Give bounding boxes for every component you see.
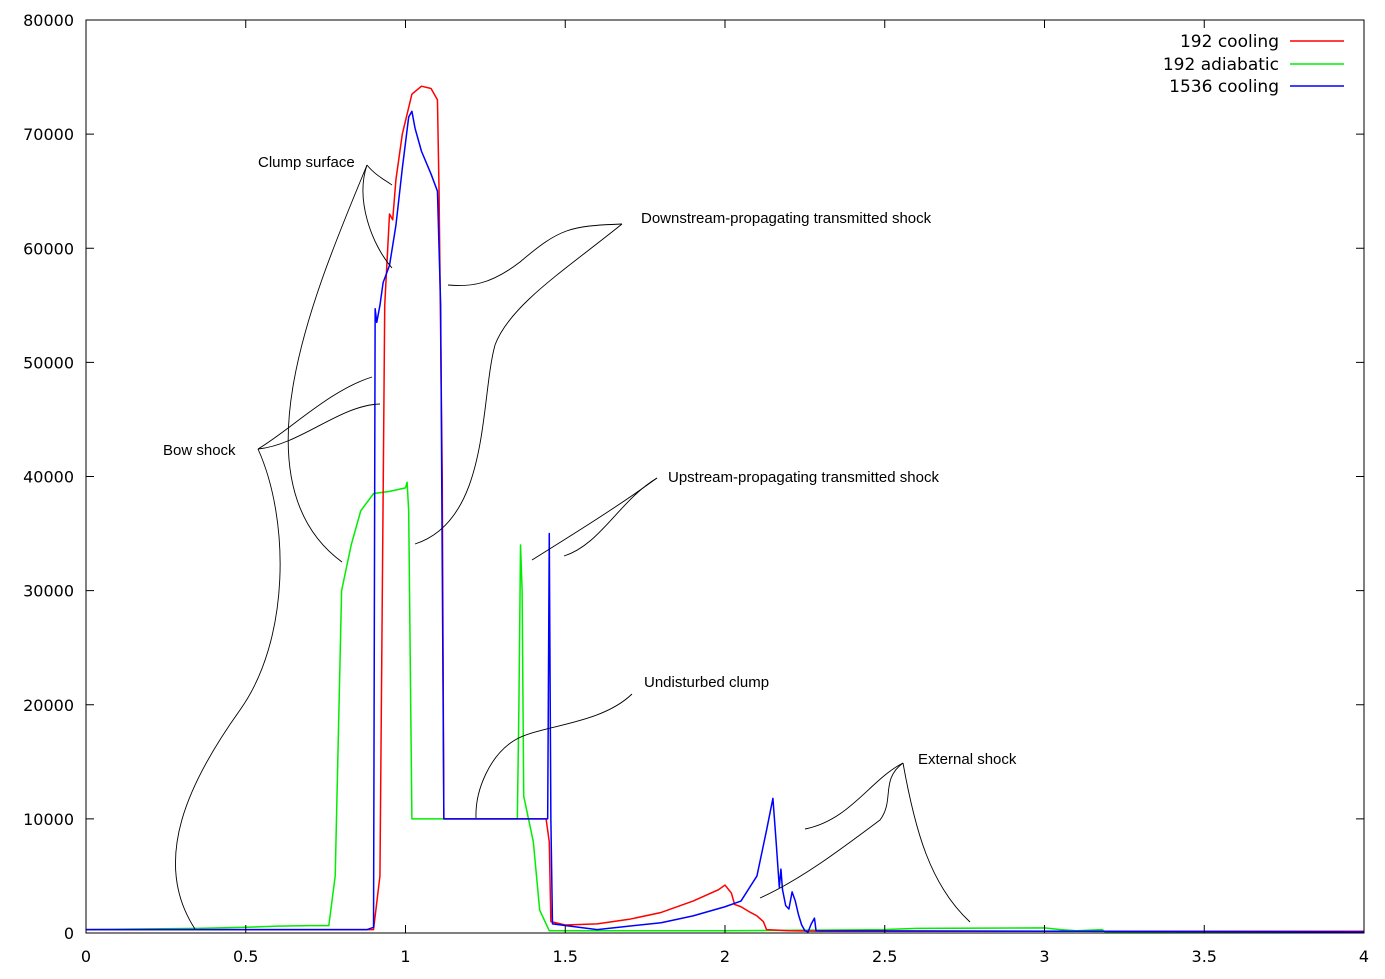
series-line-192-cooling [86, 85, 1364, 933]
leader-bow-shock-c [174, 448, 281, 930]
leader-external-shock-c [902, 762, 971, 923]
y-tick-label: 0 [64, 924, 74, 943]
legend-label-1536-cooling: 1536 cooling [1169, 77, 1279, 97]
y-tick-label: 60000 [23, 239, 74, 258]
x-tick-label: 4 [1359, 947, 1369, 966]
axis-ticks: 0 0.5 1 1.5 2 2.5 3 3.5 4 0 10000 20000 30000 40000 50… [23, 11, 1369, 966]
leader-bow-shock-b [257, 403, 381, 450]
leader-external-shock-b [759, 762, 904, 899]
x-tick-label: 2 [720, 947, 730, 966]
y-tick-label: 20000 [23, 696, 74, 715]
x-tick-label: 3 [1039, 947, 1049, 966]
leader-downstream-b [414, 223, 623, 545]
annotation-undisturbed-clump: Undisturbed clump [644, 674, 769, 691]
legend-label-192-adiabatic: 192 adiabatic [1163, 55, 1279, 75]
annotation-upstream-shock: Upstream-propagating transmitted shock [668, 469, 939, 486]
y-tick-label: 40000 [23, 468, 74, 487]
x-tick-label: 1 [400, 947, 410, 966]
series-line-192-adiabatic [85, 481, 1364, 933]
annotation-external-shock: External shock [918, 751, 1017, 768]
x-tick-label: 2.5 [872, 947, 897, 966]
x-tick-label: 0 [81, 947, 91, 966]
x-tick-label: 1.5 [553, 947, 578, 966]
y-tick-label: 30000 [23, 582, 74, 601]
y-tick-label: 70000 [23, 125, 74, 144]
leader-clump-surface-c [287, 164, 368, 563]
leader-clump-surface-b [362, 164, 393, 269]
series-layer [85, 85, 1365, 933]
leader-undisturbed-clump [475, 693, 633, 819]
annotation-bow-shock: Bow shock [163, 442, 236, 459]
x-tick-label: 0.5 [233, 947, 258, 966]
y-tick-label: 50000 [23, 353, 74, 372]
y-tick-label: 10000 [23, 810, 74, 829]
annotation-leaders [174, 164, 971, 930]
leader-upstream-b [563, 477, 658, 557]
x-tick-label: 3.5 [1192, 947, 1217, 966]
legend-label-192-cooling: 192 cooling [1180, 32, 1279, 52]
leader-bow-shock-a [257, 376, 373, 450]
leader-external-shock-a [804, 762, 904, 830]
annotation-downstream-shock: Downstream-propagating transmitted shock [641, 210, 932, 227]
series-line-1536-cooling [86, 110, 1365, 933]
leader-clump-surface-a [366, 164, 393, 186]
annotation-clump-surface: Clump surface [258, 154, 355, 171]
legend: 192 cooling 192 adiabatic 1536 cooling [1163, 32, 1344, 97]
y-tick-label: 80000 [23, 11, 74, 30]
leader-downstream-a [447, 223, 623, 287]
annotation-labels: Clump surface Downstream-propagating tra… [163, 154, 1017, 768]
